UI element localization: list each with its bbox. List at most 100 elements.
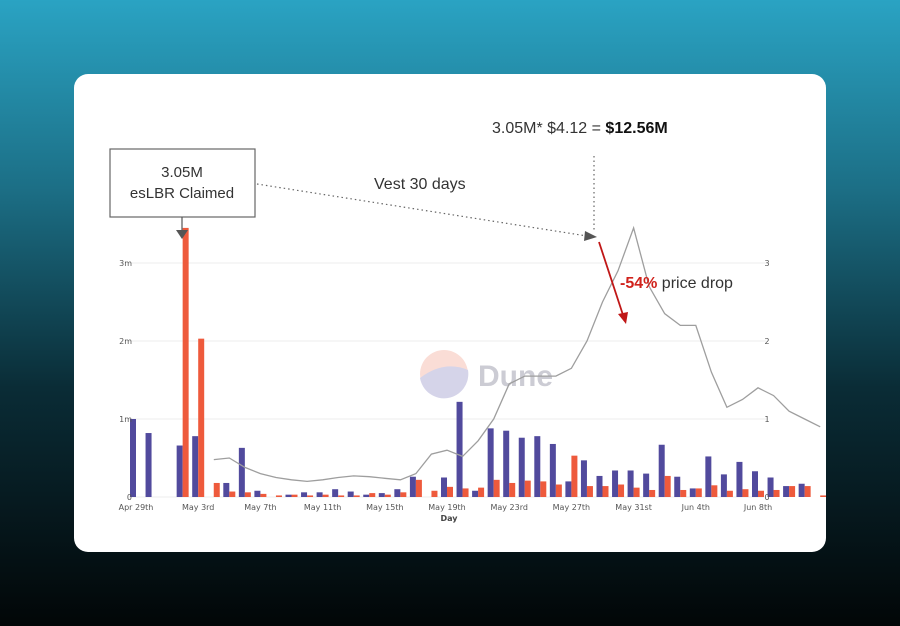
series-1-bar [238, 447, 245, 497]
series-2-bar [680, 489, 687, 497]
series-1-bar [658, 444, 665, 497]
series-2-bar [384, 494, 391, 497]
series-1-bars [130, 401, 805, 497]
x-tick-label: Apr 29th [119, 503, 154, 512]
x-tick-label: Jun 4th [681, 503, 710, 512]
series-2-bar [447, 486, 453, 497]
x-tick-label: May 15th [366, 503, 403, 512]
series-2-bar [275, 495, 282, 497]
series-1-bar [736, 461, 743, 497]
series-2-bar [291, 494, 298, 497]
vest-dotted-arrow [256, 183, 588, 237]
series-2-bar [353, 495, 360, 497]
series-1-bar [612, 470, 619, 497]
series-1-bar [534, 436, 541, 497]
series-2-bar [182, 227, 189, 497]
series-2-bar [322, 494, 329, 497]
series-2-bar [260, 493, 267, 497]
series-2-bar [695, 488, 702, 497]
series-2-bar [431, 490, 438, 497]
x-axis-title: Day [440, 514, 458, 523]
series-1-bar [130, 419, 136, 497]
series-1-bar [378, 493, 385, 497]
price-line-group [213, 225, 821, 483]
series-1-bar [192, 436, 199, 497]
vest-label: Vest 30 days [374, 176, 466, 193]
calc-prefix: 3.05M* $4.12 = [492, 120, 605, 137]
series-2-bar [602, 486, 609, 497]
right-tick-label: 3 [764, 259, 769, 268]
series-1-bar [580, 460, 587, 497]
drop-arrow-line [598, 241, 624, 316]
series-2-bar [820, 495, 826, 497]
series-1-bar [363, 494, 370, 497]
series-1-bar [285, 494, 292, 497]
series-2-bar [213, 482, 220, 497]
calc-annotation: 3.05M* $4.12 = $12.56M [492, 120, 668, 137]
right-tick-label: 1 [764, 415, 769, 424]
dune-watermark: Dune [420, 350, 553, 399]
series-1-bar [596, 475, 603, 497]
series-2-bar [493, 479, 500, 497]
series-1-bar [720, 474, 727, 497]
claimed-box [109, 148, 256, 218]
series-2-bar [664, 475, 671, 497]
claimed-arrow-head [176, 230, 188, 239]
series-1-bar [223, 482, 230, 497]
series-2-bar [555, 484, 562, 497]
series-2-bar [415, 479, 422, 497]
series-1-bar [145, 433, 152, 497]
series-1-bar [798, 483, 805, 497]
series-1-bar [705, 456, 712, 497]
series-2-bar [758, 490, 764, 497]
series-2-bar [462, 488, 469, 497]
x-tick-label: May 11th [304, 503, 341, 512]
series-2-bar [524, 480, 531, 497]
series-1-bar [503, 430, 510, 497]
series-2-bar [198, 338, 205, 497]
series-1-bar [674, 476, 681, 497]
series-1-bar [518, 437, 525, 497]
series-2-bar [804, 486, 811, 497]
series-2-bar [726, 490, 733, 497]
series-2-bar [369, 493, 376, 497]
x-tick-label: May 23rd [490, 503, 528, 512]
series-2-bar [509, 482, 516, 497]
series-1-bar [487, 428, 494, 497]
x-tick-label: May 19th [428, 503, 465, 512]
series-1-bar [347, 491, 354, 497]
right-axis-ticks: 0 1 2 3 [764, 259, 769, 502]
series-1-bar [301, 492, 308, 497]
left-axis-ticks: 0 1m 2m 3m [119, 259, 132, 502]
series-2-bar [540, 481, 547, 497]
x-tick-label: May 3rd [182, 503, 214, 512]
series-2-bar [338, 495, 345, 497]
left-tick-label: 3m [119, 259, 132, 268]
right-tick-label: 2 [764, 337, 769, 346]
series-1-bar [254, 490, 261, 497]
series-1-bar [767, 477, 774, 497]
drop-annotation: -54% price drop [620, 275, 733, 292]
series-2-bars [182, 227, 826, 497]
x-tick-label: May 31st [615, 503, 652, 512]
series-1-bar [316, 492, 323, 497]
vest-arrow-head [584, 231, 597, 241]
series-1-bar [441, 477, 447, 497]
right-tick-label: 0 [764, 493, 769, 502]
series-1-bar [627, 470, 634, 497]
left-tick-label: 0 [127, 493, 132, 502]
series-1-bar [456, 401, 463, 497]
series-2-bar [478, 487, 485, 497]
series-1-bar [783, 486, 790, 497]
series-2-bar [773, 489, 780, 497]
series-2-bar [742, 489, 749, 497]
series-1-bar [332, 489, 339, 497]
series-2-bar [229, 491, 236, 497]
series-1-bar [565, 481, 572, 497]
claimed-label: esLBR Claimed [130, 185, 234, 202]
series-2-bar [633, 487, 640, 497]
series-2-bar [711, 485, 718, 497]
drop-text: price drop [657, 275, 733, 292]
series-2-bar [571, 455, 578, 497]
series-1-bar [176, 445, 183, 497]
